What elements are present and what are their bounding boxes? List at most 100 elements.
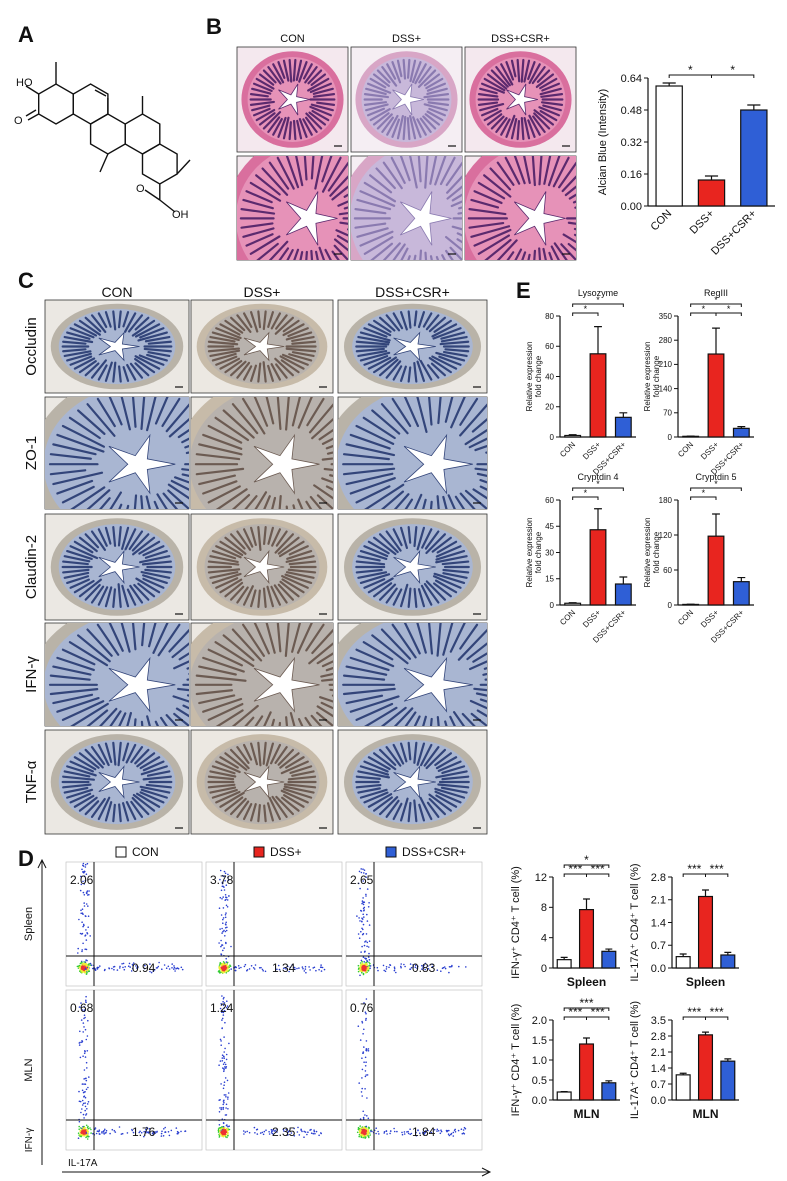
crypt [562, 233, 576, 244]
event-dot [365, 895, 367, 897]
event-dot [223, 1135, 226, 1137]
crypt [468, 660, 487, 671]
crypt [393, 707, 414, 726]
crypt [362, 641, 394, 661]
crypt [552, 156, 570, 188]
event-dot [366, 945, 368, 948]
crypt [429, 717, 433, 726]
error-bar [712, 327, 720, 355]
axis-label: IL-17A [68, 1158, 98, 1169]
crypt [425, 314, 440, 331]
y-tick-label: 0.5 [532, 1075, 547, 1087]
crypt [277, 536, 300, 555]
event-dot [146, 1131, 149, 1133]
event-dot [301, 1130, 303, 1133]
event-dot [375, 1132, 377, 1135]
event-dot [85, 973, 88, 975]
crypt [291, 770, 315, 777]
crypt [429, 255, 433, 260]
event-dot [218, 1099, 220, 1101]
crypt [242, 803, 253, 821]
event-dot [254, 1132, 256, 1134]
event-dot [407, 1130, 409, 1133]
significance-label: * [702, 304, 706, 314]
crypt [327, 161, 348, 192]
event-dot [223, 1036, 225, 1038]
crypt [297, 397, 313, 429]
event-dot [358, 1128, 361, 1130]
crypt [209, 349, 241, 358]
significance-bracket [690, 496, 717, 500]
crypt [386, 63, 397, 80]
event-dot [407, 1132, 410, 1135]
event-dot [365, 933, 368, 935]
crypt [323, 467, 333, 472]
event-dot [81, 1089, 84, 1092]
event-dot [78, 1100, 81, 1103]
micrograph-content [191, 397, 333, 509]
event-dot [228, 1128, 231, 1131]
lumen [285, 191, 338, 246]
crypt [140, 495, 144, 509]
event-dot [227, 1131, 229, 1134]
crypt [167, 483, 189, 500]
crypt [69, 355, 93, 366]
crypt [558, 161, 576, 189]
crypt [207, 485, 241, 504]
crypt [338, 211, 348, 216]
crypt [140, 397, 146, 431]
event-dot [223, 1126, 226, 1129]
event-dot [366, 941, 369, 944]
event-dot [271, 1132, 274, 1135]
event-dot [375, 1127, 378, 1129]
crypt [417, 69, 437, 88]
crypt [96, 623, 120, 656]
event-dot [296, 967, 298, 970]
bar [697, 1034, 714, 1101]
event-dot [315, 969, 317, 972]
crypt [275, 363, 288, 379]
event-dot [225, 963, 228, 965]
micrograph-content [343, 303, 482, 390]
event-dot [146, 1126, 148, 1129]
micrograph-content [45, 623, 189, 726]
crypt [416, 360, 426, 382]
crypt [425, 580, 447, 601]
event-dot [309, 969, 311, 971]
event-dot [98, 1130, 100, 1133]
event-dot [365, 1074, 368, 1076]
crypt [285, 156, 300, 189]
event-dot [409, 968, 411, 970]
crypt [520, 116, 525, 141]
event-dot [225, 1094, 227, 1096]
row-label: Occludin [23, 317, 40, 375]
event-dot [318, 1134, 320, 1137]
event-dot [364, 950, 366, 953]
crypt [299, 250, 304, 260]
crypt [409, 156, 418, 189]
event-dot [258, 967, 261, 969]
crypt [96, 397, 116, 428]
crypt [440, 786, 468, 794]
error-bar [583, 1037, 590, 1044]
crypt [424, 251, 428, 260]
crypt [391, 118, 401, 138]
event-dot [154, 1131, 156, 1133]
crypt [242, 312, 253, 329]
crypt [231, 704, 259, 726]
crypt [291, 351, 315, 358]
crypt [250, 803, 257, 822]
event-dot [361, 1068, 364, 1071]
crypt [211, 352, 237, 362]
event-dot [219, 1133, 221, 1135]
event-dot [78, 1090, 80, 1093]
crypt [134, 323, 161, 338]
crypt [355, 340, 390, 346]
crypt [431, 323, 458, 338]
crypt [489, 454, 526, 458]
y-tick-label: 0.16 [621, 169, 642, 181]
event-dot [82, 1127, 84, 1130]
crypt [252, 107, 271, 117]
crypt [311, 417, 333, 440]
event-dot [461, 1132, 464, 1135]
